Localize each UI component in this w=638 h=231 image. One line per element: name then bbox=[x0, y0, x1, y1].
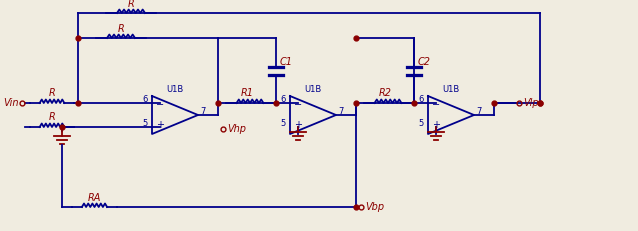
Text: 5: 5 bbox=[281, 119, 286, 128]
Text: 5: 5 bbox=[143, 119, 148, 128]
Text: RA: RA bbox=[87, 193, 101, 203]
Text: −: − bbox=[156, 100, 164, 110]
Text: C2: C2 bbox=[417, 57, 431, 67]
Text: 6: 6 bbox=[281, 95, 286, 104]
Text: R1: R1 bbox=[241, 88, 253, 98]
Text: −: − bbox=[432, 100, 440, 110]
Text: 6: 6 bbox=[143, 95, 148, 104]
Text: 5: 5 bbox=[419, 119, 424, 128]
Text: U1B: U1B bbox=[304, 85, 322, 94]
Text: Vlp: Vlp bbox=[523, 98, 538, 108]
Text: 7: 7 bbox=[338, 106, 343, 116]
Text: Vhp: Vhp bbox=[227, 124, 246, 134]
Text: R: R bbox=[48, 112, 56, 122]
Text: R: R bbox=[128, 0, 135, 9]
Text: +: + bbox=[432, 120, 440, 130]
Text: Vbp: Vbp bbox=[365, 202, 384, 212]
Text: U1B: U1B bbox=[167, 85, 184, 94]
Text: R: R bbox=[117, 24, 124, 34]
Text: +: + bbox=[156, 120, 164, 130]
Text: 6: 6 bbox=[419, 95, 424, 104]
Text: C1: C1 bbox=[279, 57, 292, 67]
Text: 7: 7 bbox=[200, 106, 205, 116]
Text: R: R bbox=[48, 88, 56, 98]
Text: R2: R2 bbox=[378, 88, 392, 98]
Text: Vin: Vin bbox=[3, 98, 19, 108]
Text: +: + bbox=[294, 120, 302, 130]
Text: 7: 7 bbox=[476, 106, 482, 116]
Text: −: − bbox=[294, 100, 302, 110]
Text: U1B: U1B bbox=[442, 85, 459, 94]
